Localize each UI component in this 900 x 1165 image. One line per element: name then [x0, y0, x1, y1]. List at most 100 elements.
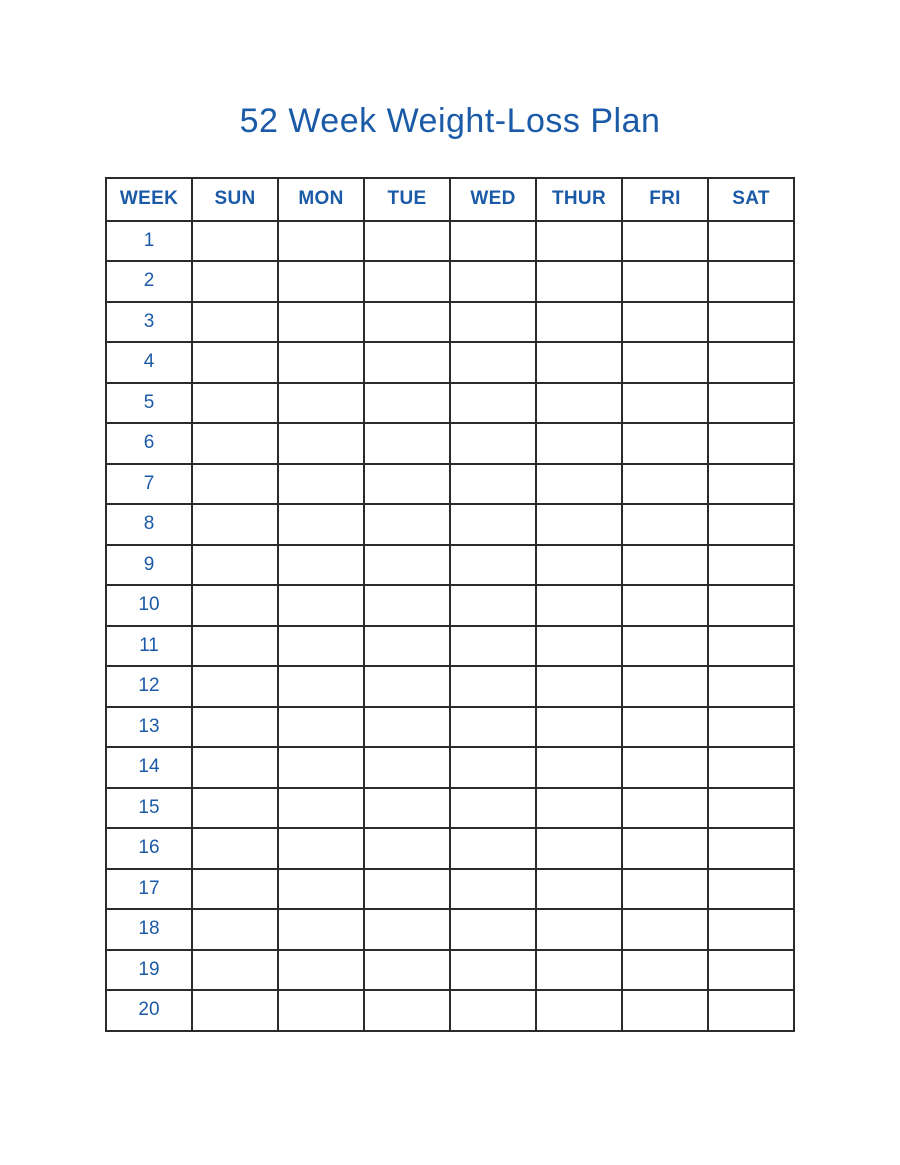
table-row: 18	[105, 908, 795, 951]
page-title: 52 Week Weight-Loss Plan	[239, 102, 661, 140]
day-cell	[277, 908, 365, 951]
day-cell	[277, 341, 365, 384]
day-cell	[621, 462, 709, 505]
day-cell	[277, 219, 365, 262]
week-number-cell: 15	[105, 786, 193, 829]
day-cell	[277, 624, 365, 667]
header-row: WEEK SUN MON TUE WED THUR FRI SAT	[105, 176, 795, 222]
day-cell	[191, 300, 279, 343]
day-cell	[707, 989, 795, 1032]
day-cell	[191, 705, 279, 748]
day-cell	[277, 381, 365, 424]
day-cell	[363, 786, 451, 829]
day-cell	[535, 908, 623, 951]
day-cell	[449, 786, 537, 829]
day-cell	[191, 827, 279, 870]
day-cell	[449, 948, 537, 991]
day-cell	[535, 381, 623, 424]
day-cell	[535, 665, 623, 708]
week-number-cell: 18	[105, 908, 193, 951]
day-cell	[707, 462, 795, 505]
table-row: 3	[105, 300, 795, 343]
day-cell	[535, 786, 623, 829]
day-cell	[191, 422, 279, 465]
day-cell	[707, 341, 795, 384]
day-cell	[363, 705, 451, 748]
day-cell	[449, 260, 537, 303]
week-number-cell: 10	[105, 584, 193, 627]
table-row: 8	[105, 503, 795, 546]
table-header: WEEK SUN MON TUE WED THUR FRI SAT	[105, 176, 795, 222]
day-cell	[191, 786, 279, 829]
week-number-cell: 12	[105, 665, 193, 708]
day-cell	[277, 462, 365, 505]
week-number-cell: 6	[105, 422, 193, 465]
day-cell	[707, 786, 795, 829]
column-header-fri: FRI	[621, 176, 709, 222]
day-cell	[621, 219, 709, 262]
day-cell	[621, 260, 709, 303]
table-row: 16	[105, 827, 795, 870]
week-number-cell: 1	[105, 219, 193, 262]
day-cell	[707, 300, 795, 343]
day-cell	[535, 867, 623, 910]
week-number-cell: 5	[105, 381, 193, 424]
day-cell	[277, 665, 365, 708]
week-number-cell: 7	[105, 462, 193, 505]
day-cell	[363, 867, 451, 910]
table-row: 20	[105, 989, 795, 1032]
day-cell	[621, 908, 709, 951]
day-cell	[707, 381, 795, 424]
day-cell	[621, 624, 709, 667]
column-header-wed: WED	[449, 176, 537, 222]
day-cell	[277, 705, 365, 748]
day-cell	[449, 462, 537, 505]
table-row: 2	[105, 260, 795, 303]
day-cell	[535, 219, 623, 262]
day-cell	[191, 381, 279, 424]
day-cell	[535, 705, 623, 748]
week-number-cell: 14	[105, 746, 193, 789]
day-cell	[277, 786, 365, 829]
day-cell	[707, 503, 795, 546]
day-cell	[449, 867, 537, 910]
day-cell	[277, 827, 365, 870]
day-cell	[191, 503, 279, 546]
day-cell	[621, 786, 709, 829]
day-cell	[621, 341, 709, 384]
day-cell	[535, 341, 623, 384]
day-cell	[191, 746, 279, 789]
day-cell	[363, 584, 451, 627]
day-cell	[277, 948, 365, 991]
day-cell	[621, 503, 709, 546]
day-cell	[621, 543, 709, 586]
table-row: 19	[105, 948, 795, 991]
table-row: 15	[105, 786, 795, 829]
day-cell	[363, 219, 451, 262]
day-cell	[277, 422, 365, 465]
day-cell	[535, 827, 623, 870]
table-row: 14	[105, 746, 795, 789]
day-cell	[449, 422, 537, 465]
table-row: 7	[105, 462, 795, 505]
day-cell	[191, 462, 279, 505]
day-cell	[707, 584, 795, 627]
table-row: 4	[105, 341, 795, 384]
day-cell	[449, 665, 537, 708]
week-number-cell: 20	[105, 989, 193, 1032]
table-row: 12	[105, 665, 795, 708]
day-cell	[363, 827, 451, 870]
day-cell	[621, 948, 709, 991]
column-header-mon: MON	[277, 176, 365, 222]
day-cell	[535, 260, 623, 303]
day-cell	[449, 381, 537, 424]
day-cell	[707, 624, 795, 667]
day-cell	[707, 948, 795, 991]
column-header-sat: SAT	[707, 176, 795, 222]
column-header-tue: TUE	[363, 176, 451, 222]
day-cell	[621, 422, 709, 465]
week-number-cell: 13	[105, 705, 193, 748]
day-cell	[535, 624, 623, 667]
day-cell	[277, 746, 365, 789]
